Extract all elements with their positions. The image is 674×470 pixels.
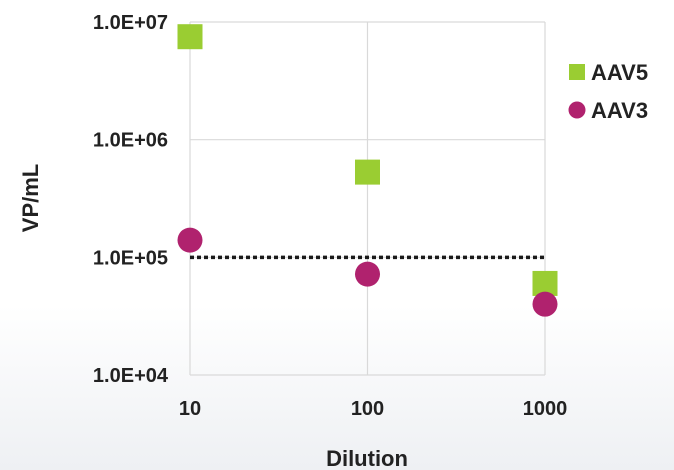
legend-swatch-aav3 — [568, 101, 586, 119]
aav3-point — [532, 291, 558, 317]
y-tick-label: 1.0E+04 — [93, 365, 169, 387]
tick-labels: 1.0E+04 1.0E+05 1.0E+06 1.0E+07 10 100 1000 — [93, 12, 567, 420]
data-points — [177, 24, 558, 317]
x-tick-label: 10 — [179, 398, 201, 420]
y-axis-title: VP/mL — [18, 164, 43, 232]
y-tick-label: 1.0E+07 — [93, 12, 168, 34]
aav3-point — [355, 261, 380, 287]
x-tick-label: 1000 — [523, 398, 568, 420]
y-tick-label: 1.0E+06 — [93, 130, 168, 152]
x-axis-title: Dilution — [326, 446, 408, 470]
legend-swatch-aav5 — [569, 64, 585, 80]
legend-label-aav3: AAV3 — [591, 98, 648, 123]
x-tick-label: 100 — [351, 398, 384, 420]
legend-label-aav5: AAV5 — [591, 60, 648, 85]
aav5-point — [355, 159, 380, 185]
aav5-point — [177, 24, 203, 50]
y-tick-label: 1.0E+05 — [93, 247, 168, 269]
aav3-point — [177, 227, 203, 253]
legend: AAV5 AAV3 — [568, 60, 648, 123]
